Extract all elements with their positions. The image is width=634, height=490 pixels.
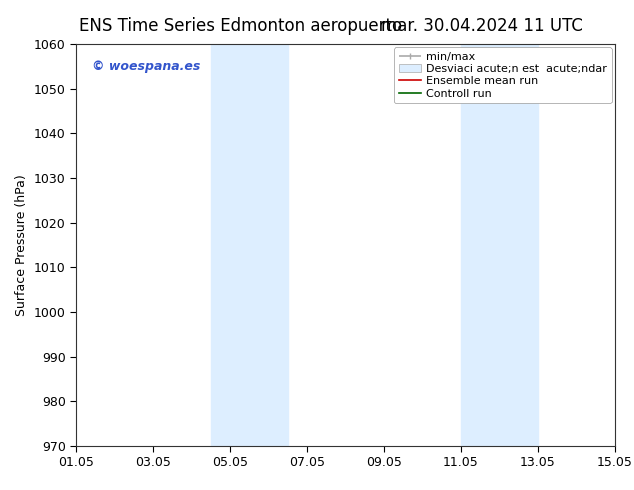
- Y-axis label: Surface Pressure (hPa): Surface Pressure (hPa): [15, 174, 29, 316]
- Bar: [210, 44, 288, 446]
- Text: © woespana.es: © woespana.es: [93, 60, 200, 73]
- Bar: [461, 44, 538, 446]
- Legend: min/max, Desviaci acute;n est  acute;ndar, Ensemble mean run, Controll run: min/max, Desviaci acute;n est acute;ndar…: [394, 48, 612, 103]
- Text: ENS Time Series Edmonton aeropuerto: ENS Time Series Edmonton aeropuerto: [79, 17, 403, 35]
- Text: mar. 30.04.2024 11 UTC: mar. 30.04.2024 11 UTC: [381, 17, 583, 35]
